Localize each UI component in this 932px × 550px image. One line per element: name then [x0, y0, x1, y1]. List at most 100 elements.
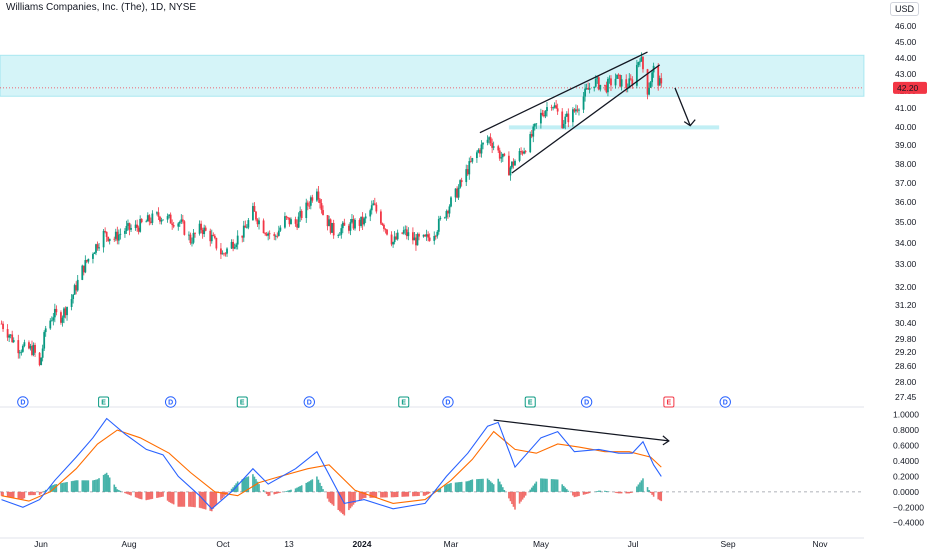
macd-histogram-bar — [511, 491, 513, 505]
candle-body — [599, 84, 602, 90]
macd-histogram-bar — [177, 491, 180, 507]
macd-histogram-bar — [338, 491, 341, 512]
candle-body — [425, 234, 428, 237]
macd-histogram-bar — [488, 479, 490, 492]
macd-histogram-bar — [61, 482, 64, 492]
macd-histogram-bar — [151, 491, 154, 499]
macd-histogram-bar — [427, 491, 429, 495]
macd-histogram-bar — [265, 491, 268, 495]
candle-body — [28, 342, 30, 349]
candle-body — [349, 222, 352, 231]
candle-body — [9, 334, 12, 336]
candle-body — [290, 219, 292, 225]
candle-body — [38, 352, 41, 366]
macd-histogram-bar — [288, 490, 291, 492]
macd-tick-label: 0.6000 — [893, 441, 919, 451]
macd-histogram-bar — [497, 478, 500, 492]
macd-histogram-bar — [297, 486, 300, 492]
price-tick-label: 28.00 — [895, 377, 917, 387]
macd-histogram-bar — [564, 487, 567, 492]
macd-histogram-bar — [118, 490, 120, 492]
candle-body — [427, 234, 430, 238]
candle-body — [245, 227, 248, 229]
event-dividend-icon — [580, 396, 593, 408]
macd-histogram-bar — [172, 491, 175, 505]
candle-body — [610, 78, 612, 86]
candle-body — [544, 111, 547, 117]
macd-histogram-bar — [6, 491, 9, 497]
macd-histogram-bar — [640, 480, 643, 492]
candle-body — [60, 312, 62, 323]
candle-body — [8, 335, 11, 338]
macd-histogram-bar — [294, 488, 297, 492]
macd-histogram-bar — [134, 491, 137, 498]
candle-body — [319, 199, 321, 204]
macd-histogram-bar — [247, 476, 250, 492]
candle-body — [277, 230, 280, 236]
macd-histogram-bar — [374, 491, 376, 498]
candle-body — [498, 150, 501, 159]
candle-body — [447, 211, 449, 214]
macd-histogram-bar — [145, 491, 148, 501]
candle-body — [297, 216, 300, 228]
time-tick-label: 2024 — [353, 539, 372, 549]
candle-body — [363, 218, 366, 225]
macd-histogram-bar — [492, 484, 495, 492]
candle-body — [85, 260, 88, 262]
macd-histogram-bar — [256, 481, 259, 492]
macd-histogram-bar — [360, 491, 362, 500]
macd-histogram-bar — [422, 491, 425, 496]
macd-histogram-bar — [104, 473, 106, 492]
macd-histogram-bar — [428, 491, 431, 494]
event-marker: D — [17, 396, 29, 408]
macd-histogram-bar — [150, 491, 152, 500]
macd-histogram-bar — [407, 491, 410, 497]
macd-histogram-bar — [146, 491, 149, 500]
macd-histogram-bar — [369, 491, 372, 498]
candle-body — [402, 230, 405, 234]
macd-histogram-bar — [105, 472, 108, 492]
macd-histogram-bar — [348, 491, 350, 511]
price-tick-label: 35.00 — [895, 217, 917, 227]
candle-body — [236, 235, 239, 245]
candle-body — [348, 225, 350, 231]
candle-body — [316, 191, 318, 201]
candle-body — [518, 151, 521, 161]
candle-body — [43, 332, 46, 349]
macd-histogram-bar — [95, 479, 97, 492]
candle-body — [437, 218, 440, 232]
candles — [0, 52, 663, 367]
macd-histogram-bar — [236, 481, 239, 492]
candle-body — [49, 320, 52, 329]
currency-button[interactable]: USD — [890, 2, 920, 16]
price-tick-label: 27.45 — [895, 392, 917, 402]
macd-histogram-bar — [311, 479, 314, 492]
macd-histogram-bar — [226, 491, 228, 494]
time-tick-label: May — [533, 539, 550, 549]
candle-body — [561, 111, 564, 129]
macd-tick-label: 1.0000 — [893, 410, 919, 420]
macd-histogram-bar — [465, 481, 468, 492]
candle-body — [268, 233, 271, 235]
macd-histogram-bar — [96, 479, 99, 492]
candle-body — [244, 225, 247, 228]
event-label: D — [445, 400, 450, 407]
candle-body — [66, 306, 68, 316]
candle-body — [375, 204, 378, 212]
candle-body — [532, 126, 535, 137]
candle-body — [139, 219, 142, 232]
macd-histogram-bar — [140, 491, 143, 500]
macd-histogram-bar — [273, 491, 276, 495]
candle-body — [444, 217, 446, 219]
price-tick-label: 32.00 — [895, 282, 917, 292]
macd-histogram-bar — [0, 491, 3, 496]
candle-body — [619, 74, 622, 87]
macd-histogram-bar — [278, 491, 280, 494]
macd-histogram-bar — [41, 491, 44, 493]
macd-histogram-bar — [107, 475, 109, 492]
candle-body — [124, 230, 126, 234]
candle-body — [500, 157, 503, 159]
candle-body — [11, 334, 14, 343]
candle-body — [555, 105, 558, 109]
event-marker: D — [719, 396, 731, 408]
